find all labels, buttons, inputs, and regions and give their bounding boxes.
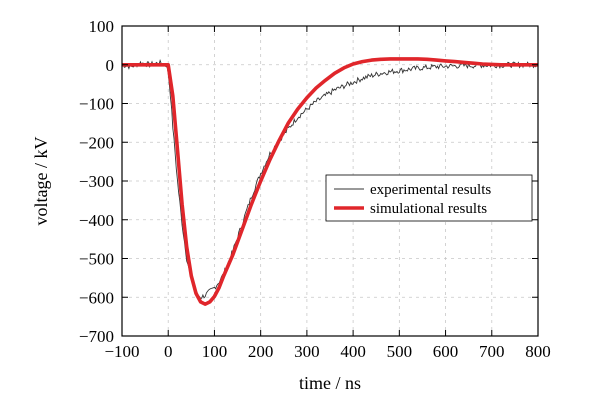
series-layer	[121, 57, 539, 307]
legend-label-experimental: experimental results	[370, 182, 491, 198]
x-tick-label: 800	[525, 342, 551, 361]
y-tick-label: −500	[79, 250, 114, 269]
legend-box	[325, 174, 533, 222]
x-tick-label: −100	[104, 342, 139, 361]
legend: experimental results simulational result…	[325, 174, 533, 222]
x-tick-label: 400	[340, 342, 366, 361]
x-tick-label: 500	[387, 342, 413, 361]
x-axis-label: time / ns	[299, 373, 361, 393]
x-tick-label: 700	[479, 342, 505, 361]
y-tick-label: −300	[79, 172, 114, 191]
x-tick-label: 300	[294, 342, 320, 361]
series-simulational-line	[122, 57, 538, 307]
legend-label-simulational: simulational results	[370, 201, 487, 217]
ticks	[121, 25, 539, 337]
y-tick-label: −400	[79, 211, 114, 230]
y-tick-label: 0	[106, 56, 115, 75]
y-tick-label: −100	[79, 95, 114, 114]
x-tick-label: 600	[433, 342, 459, 361]
y-axis-label: voltage / kV	[31, 137, 51, 226]
y-tick-label: −700	[79, 327, 114, 346]
x-tick-label: 200	[248, 342, 274, 361]
y-tick-label: −600	[79, 288, 114, 307]
y-tick-label: 100	[89, 17, 115, 36]
x-tick-label: 100	[202, 342, 228, 361]
y-tick-label: −200	[79, 133, 114, 152]
x-tick-label: 0	[164, 342, 173, 361]
tick-labels: −100 0 100 200 300 400 500 600 700 800 100 0 −100 −20…	[79, 17, 551, 361]
